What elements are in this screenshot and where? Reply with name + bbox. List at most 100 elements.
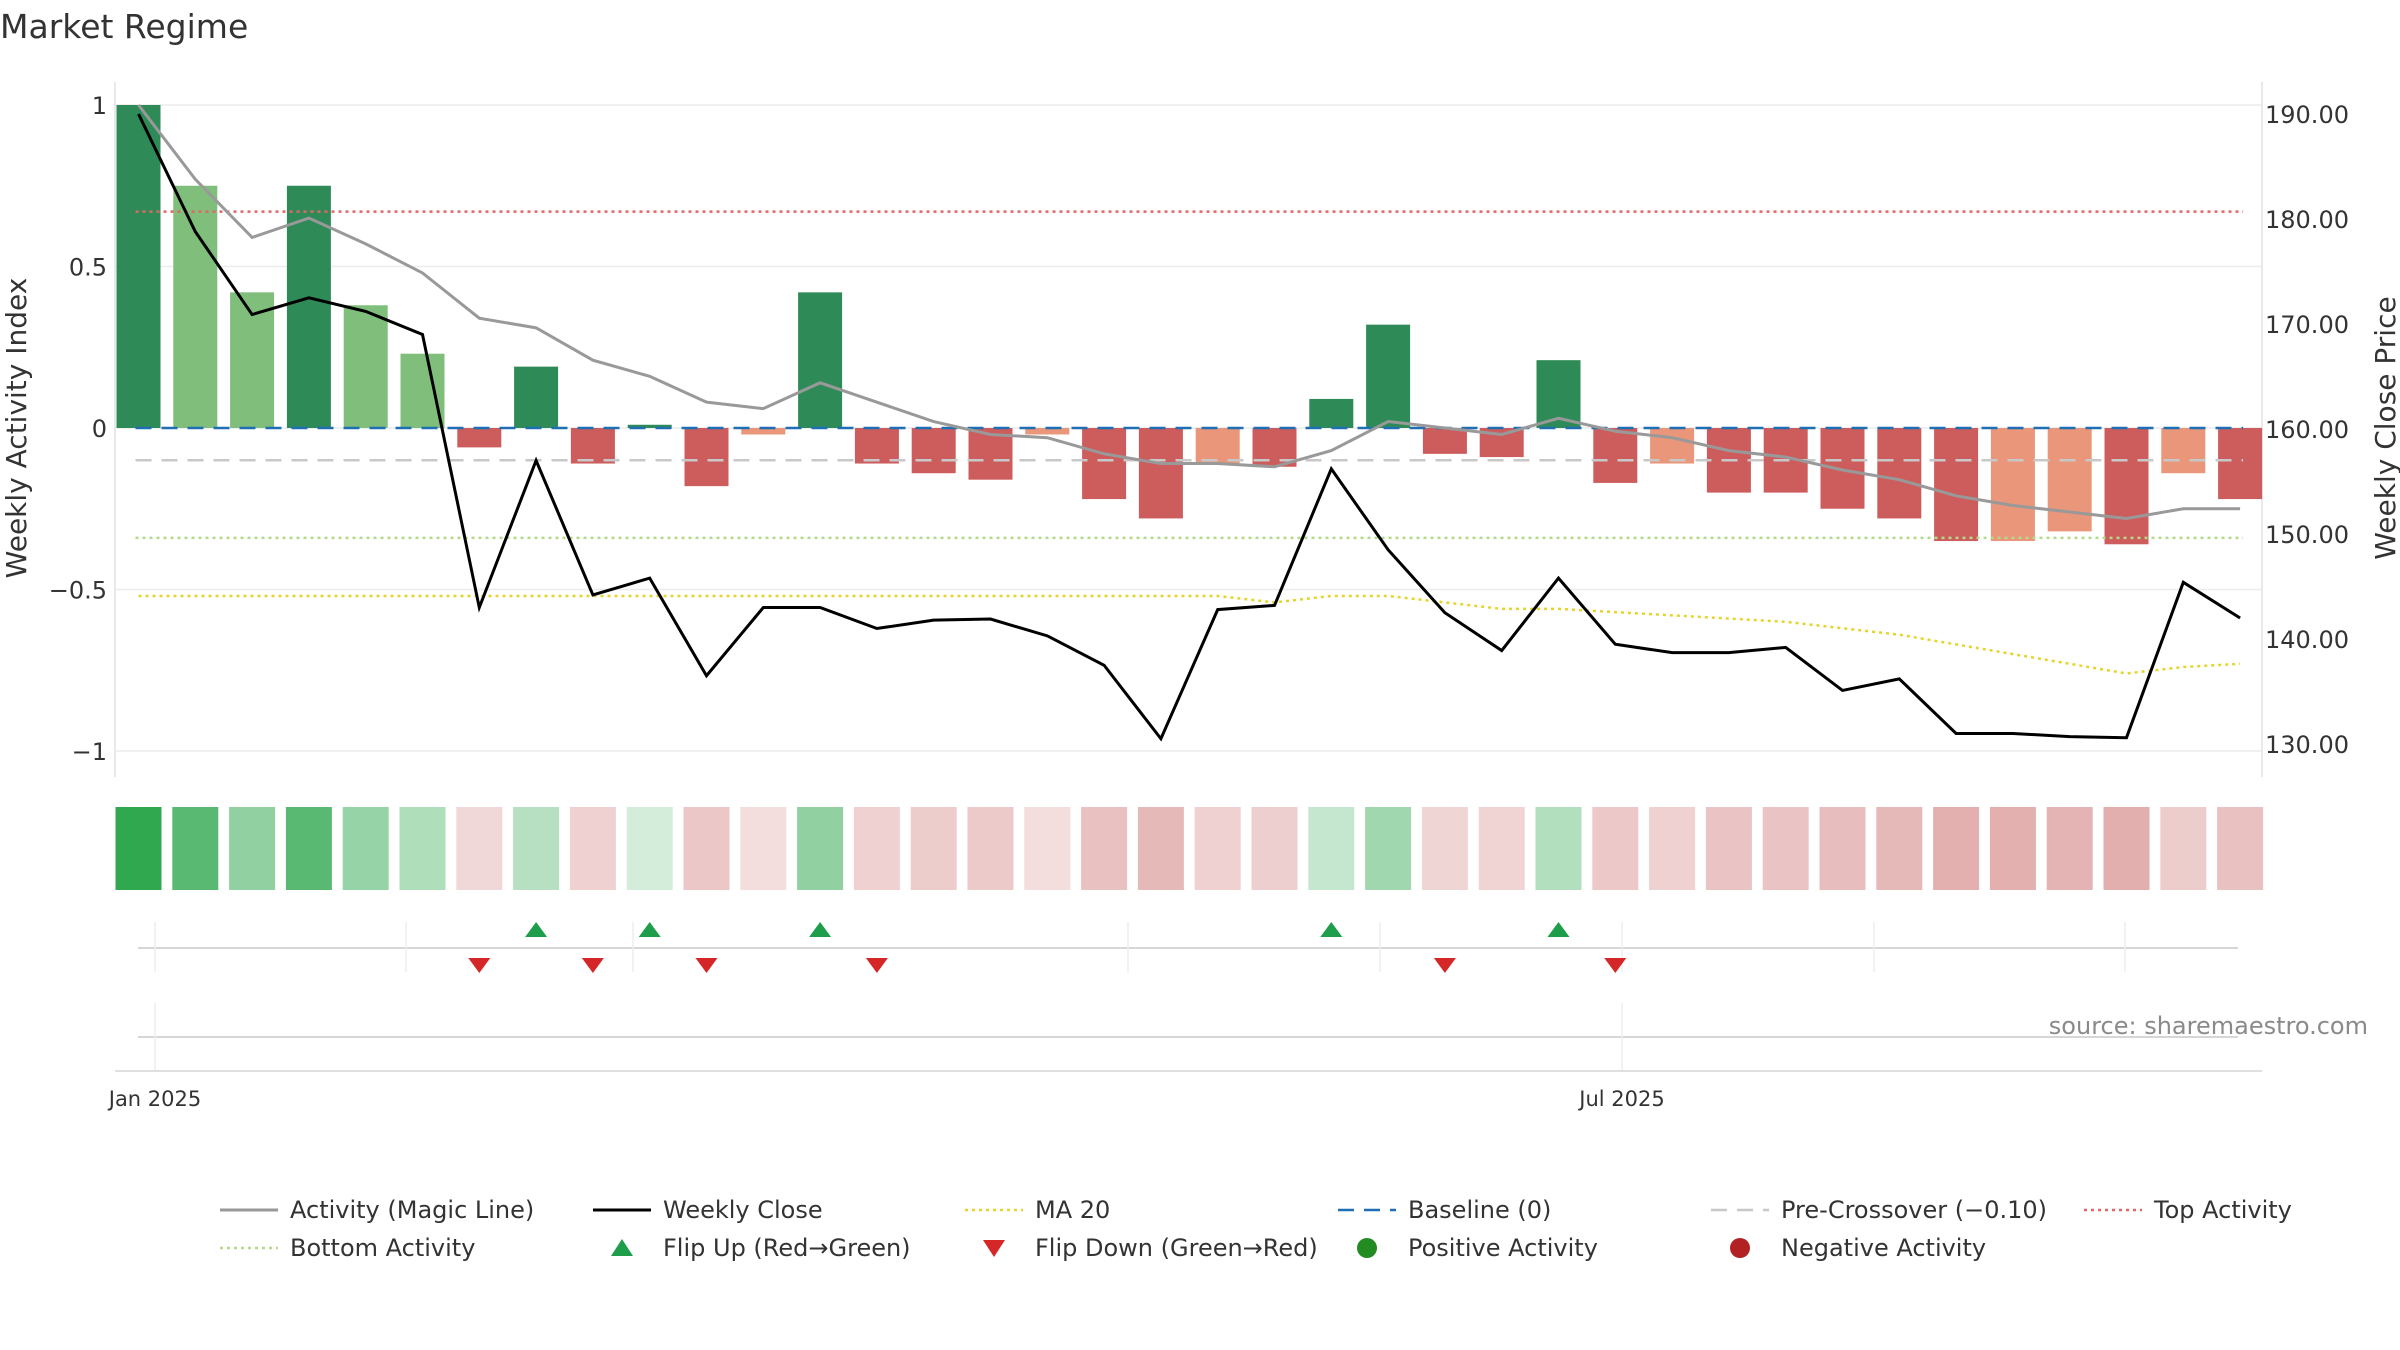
regime-strip-cell [1024, 807, 1071, 890]
activity-bar [514, 366, 559, 428]
flip-up-marker [809, 922, 832, 937]
regime-strip-cell [1705, 807, 1752, 890]
regime-strip-cell [1535, 807, 1582, 890]
activity-bar [1366, 324, 1411, 428]
flip-up-marker [638, 922, 661, 937]
activity-bar [627, 424, 672, 428]
weekly-close-series-line [137, 113, 2241, 742]
y-left-tick-label: 1 [92, 92, 107, 120]
y-right-tick-label: 130.00 [2265, 731, 2349, 759]
legend-swatch-triangle-down [983, 1240, 1005, 1257]
activity-bar [798, 292, 843, 428]
activity-panel: 1 0.5 0 −0.5 −1 190.00 180.00 170.00 160.00 150.0… [0, 82, 2400, 777]
regime-strip-cell [1251, 807, 1298, 890]
magic-line-series [137, 104, 2241, 520]
legend-item: MA 20 [965, 1196, 1110, 1224]
activity-bar [2047, 428, 2092, 532]
activity-bar [570, 428, 615, 464]
chart-title: Market Regime [0, 7, 248, 46]
y-left-axis-title: Weekly Activity Index [0, 278, 33, 579]
activity-bar [1934, 428, 1979, 542]
regime-strip-cell [229, 807, 276, 890]
legend-item: Pre-Crossover (−0.10) [1711, 1196, 2047, 1224]
flip-down-marker [865, 958, 888, 973]
date-axis-panel: Jan 2025 Jul 2025 [107, 1003, 2262, 1111]
activity-bar [854, 428, 899, 464]
activity-bar [2218, 428, 2263, 500]
flip-down-marker [695, 958, 718, 973]
activity-bar [2161, 428, 2206, 474]
legend-label: Pre-Crossover (−0.10) [1781, 1196, 2047, 1224]
flip-up-marker [525, 922, 548, 937]
regime-strip-cell [1819, 807, 1866, 890]
legend-item: Top Activity [2084, 1196, 2292, 1224]
legend-label: Positive Activity [1408, 1234, 1598, 1262]
y-right-axis-title: Weekly Close Price [2369, 296, 2400, 559]
regime-strip-cell [683, 807, 730, 890]
activity-bar [1990, 428, 2035, 542]
regime-strip-cell [1592, 807, 1639, 890]
regime-strip-cell [2217, 807, 2264, 890]
legend-swatch-triangle-up [611, 1239, 633, 1256]
regime-strip-cell [910, 807, 957, 890]
legend-label: Weekly Close [663, 1196, 823, 1224]
legend-item: Flip Down (Green→Red) [983, 1234, 1318, 1262]
legend-item: Positive Activity [1357, 1234, 1598, 1262]
activity-bar [1195, 428, 1240, 464]
regime-strip-cell [1762, 807, 1809, 890]
activity-bar [173, 185, 218, 428]
activity-bar [1138, 428, 1183, 519]
regime-strip-cell [967, 807, 1014, 890]
regime-strip-cell [1365, 807, 1412, 890]
y-right-tick-label: 170.00 [2265, 311, 2349, 339]
flip-down-marker [581, 958, 604, 973]
flip-down-marker [1433, 958, 1456, 973]
activity-bar [1309, 398, 1354, 428]
legend-label: Activity (Magic Line) [290, 1196, 534, 1224]
legend-label: Top Activity [2153, 1196, 2292, 1224]
activity-bar [343, 305, 388, 428]
activity-bar [1877, 428, 1922, 519]
regime-strip-cell [797, 807, 844, 890]
y-right-tick-label: 190.00 [2265, 101, 2349, 129]
y-right-tick-label: 160.00 [2265, 416, 2349, 444]
regime-strip-cell [2046, 807, 2093, 890]
legend-item: Weekly Close [593, 1196, 823, 1224]
regime-strip-cell [853, 807, 900, 890]
regime-strip-cell [569, 807, 616, 890]
activity-bar [1025, 428, 1070, 435]
activity-bar [1536, 360, 1581, 428]
regime-strip-cell [399, 807, 446, 890]
x-tick-label: Jan 2025 [107, 1087, 202, 1111]
regime-strip-cell [1421, 807, 1468, 890]
activity-bar [116, 105, 161, 428]
flip-down-marker [468, 958, 491, 973]
legend-label: Flip Down (Green→Red) [1035, 1234, 1318, 1262]
regime-strip-cell [285, 807, 332, 890]
activity-bar [457, 428, 502, 448]
legend-item: Negative Activity [1730, 1234, 1986, 1262]
y-right-tick-label: 150.00 [2265, 521, 2349, 549]
flip-panel [138, 922, 2238, 973]
regime-strip-cell [342, 807, 389, 890]
regime-strip-cell [1989, 807, 2036, 890]
regime-strip-cell [1478, 807, 1525, 890]
legend-swatch-dot [1357, 1238, 1377, 1258]
source-note: source: sharemaestro.com [2049, 1012, 2368, 1040]
regime-strip-cell [172, 807, 219, 890]
y-left-tick-label: 0 [92, 415, 107, 443]
y-left-tick-label: −1 [72, 738, 107, 766]
regime-strip-cell [513, 807, 560, 890]
y-left-tick-label: −0.5 [49, 577, 107, 605]
regime-strip-cell [740, 807, 787, 890]
regime-strip-cell [1194, 807, 1241, 890]
activity-bar [1820, 428, 1865, 509]
regime-strip-cell [1308, 807, 1355, 890]
regime-strip-cell [1876, 807, 1923, 890]
activity-bar [1593, 428, 1638, 483]
regime-strip-cell [2160, 807, 2207, 890]
legend-label: Flip Up (Red→Green) [663, 1234, 911, 1262]
legend-swatch-dot [1730, 1238, 1750, 1258]
activity-bar [2104, 428, 2149, 545]
regime-strip-cell [626, 807, 673, 890]
